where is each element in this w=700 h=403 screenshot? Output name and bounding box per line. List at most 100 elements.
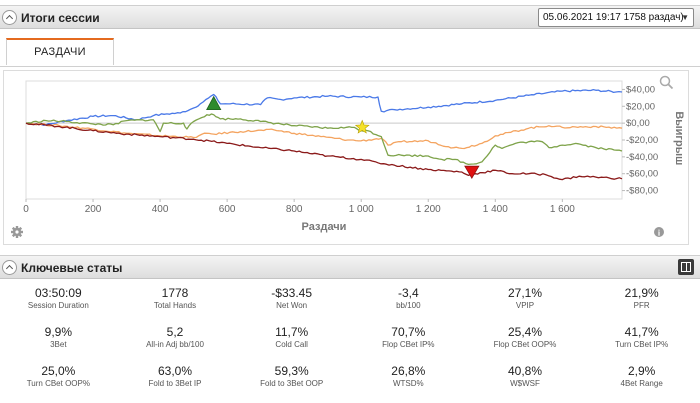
stat-value: 2,9%: [627, 364, 656, 378]
stat-cell: 25,0% Turn CBet OOP%: [0, 364, 117, 403]
tab-bar: РАЗДАЧИ: [0, 38, 700, 66]
stat-value: 63,0%: [157, 364, 192, 378]
x-axis-label: Раздачи: [302, 221, 347, 233]
min-winnings-marker: [464, 165, 480, 179]
stat-cell: -3,4 bb/100: [350, 286, 467, 325]
stat-label: Fold to 3Bet IP: [148, 379, 202, 388]
x-tick-label: 1 000: [349, 204, 374, 215]
magnifier-icon-handle: [667, 83, 674, 90]
stat-cell: 70,7% Flop CBet IP%: [350, 325, 467, 364]
stat-cell: 63,0% Fold to 3Bet IP: [117, 364, 234, 403]
stat-value: 21,9%: [624, 286, 659, 300]
stat-value: 41,7%: [624, 325, 659, 339]
info-icon[interactable]: [654, 227, 664, 237]
y-tick-label: -$20,00: [626, 135, 658, 146]
stat-label: Cold Call: [275, 340, 308, 349]
stat-label: Turn CBet IP%: [615, 340, 669, 349]
stat-value: 59,3%: [274, 364, 309, 378]
gear-icon-hole: [15, 230, 19, 234]
key-stats-header: Ключевые статы: [0, 255, 700, 279]
stat-value: 11,7%: [275, 325, 309, 339]
series-line: [25, 88, 623, 127]
stat-value: 27,1%: [507, 286, 542, 300]
magnifier-icon[interactable]: [659, 75, 671, 87]
y-tick-label: $40,00: [626, 84, 655, 95]
stat-cell: 9,9% 3Bet: [0, 325, 117, 364]
x-tick-label: 200: [85, 204, 102, 215]
stat-value: 1778: [161, 286, 189, 300]
stat-label: Session Duration: [27, 301, 89, 310]
plot-area: [25, 80, 623, 200]
y-axis-label: Выигрыш: [673, 111, 685, 165]
y-tick-label: -$40,00: [626, 152, 658, 163]
stat-cell: 21,9% PFR: [583, 286, 700, 325]
stat-cell: 5,2 All-in Adj bb/100: [117, 325, 234, 364]
stat-value: 25,4%: [507, 325, 542, 339]
stat-label: Net Won: [276, 301, 308, 310]
x-tick-label: 0: [23, 204, 29, 215]
x-tick-label: 1 200: [416, 204, 441, 215]
stat-cell: 2,9% 4Bet Range: [583, 364, 700, 403]
tab-hands[interactable]: РАЗДАЧИ: [6, 38, 114, 65]
y-tick-label: $0,00: [626, 118, 650, 129]
chevron-down-icon: ▼: [681, 13, 689, 22]
stat-value: 70,7%: [391, 325, 426, 339]
session-summary-title: Итоги сессии: [21, 11, 100, 25]
max-winnings-marker: [206, 95, 222, 110]
stat-label: bb/100: [396, 301, 421, 310]
x-tick-label: 1 400: [483, 204, 508, 215]
stat-label: W$WSF: [510, 379, 540, 388]
key-stats-title: Ключевые статы: [21, 261, 123, 275]
stat-value: 25,0%: [41, 364, 76, 378]
y-tick-label: $20,00: [626, 101, 655, 112]
series-line: [25, 122, 623, 181]
info-icon-glyph: i: [658, 229, 661, 238]
collapse-stats-chevron-up-icon[interactable]: [2, 260, 17, 275]
stat-cell: 27,1% VPIP: [467, 286, 584, 325]
stat-value: -$33.45: [271, 286, 312, 300]
stat-label: 3Bet: [50, 340, 67, 349]
series-line: [25, 113, 623, 166]
key-stats-grid: 03:50:09 Session Duration 1778 Total Hands -…: [0, 286, 700, 403]
stat-value: -3,4: [397, 286, 419, 300]
stat-value: 26,8%: [391, 364, 426, 378]
stat-cell: 1778 Total Hands: [117, 286, 234, 325]
x-tick-label: 400: [152, 204, 169, 215]
y-tick-label: -$80,00: [626, 186, 658, 197]
session-select-dropdown[interactable]: 05.06.2021 19:17 1758 раздач) ▼: [538, 8, 694, 27]
stat-label: Flop CBet IP%: [382, 340, 435, 349]
star-marker: [354, 119, 370, 134]
winnings-chart: 0 200 400 600 800 1 000 1 200 1 400 1 600 $40,00 $…: [11, 75, 685, 238]
stat-label: VPIP: [515, 301, 535, 310]
tab-divider: [0, 66, 700, 67]
series-line: [25, 122, 623, 150]
session-select-value: 05.06.2021 19:17 1758 раздач): [543, 12, 684, 23]
stat-label: Fold to 3Bet OOP: [260, 379, 324, 388]
stat-cell: 59,3% Fold to 3Bet OOP: [233, 364, 350, 403]
stat-cell: 41,7% Turn CBet IP%: [583, 325, 700, 364]
stat-label: Total Hands: [153, 301, 197, 310]
y-tick-label: -$60,00: [626, 169, 658, 180]
stat-value: 40,8%: [507, 364, 542, 378]
collapse-session-chevron-up-icon[interactable]: [2, 10, 17, 25]
stat-value: 5,2: [166, 325, 184, 339]
stat-cell: 40,8% W$WSF: [467, 364, 584, 403]
stat-label: Flop CBet OOP%: [493, 340, 557, 349]
x-tick-label: 800: [286, 204, 303, 215]
stat-cell: 26,8% WTSD%: [350, 364, 467, 403]
stat-cell: 03:50:09 Session Duration: [0, 286, 117, 325]
stat-cell: 25,4% Flop CBet OOP%: [467, 325, 584, 364]
stat-label: PFR: [633, 301, 650, 310]
stat-label: Turn CBet OOP%: [26, 379, 90, 388]
split-panel-icon[interactable]: [678, 259, 694, 275]
x-tick-label: 1 600: [550, 204, 575, 215]
session-summary-header: Итоги сессии 05.06.2021 19:17 1758 разда…: [0, 5, 700, 29]
stat-value: 03:50:09: [34, 286, 82, 300]
stat-value: 9,9%: [44, 325, 72, 339]
stat-label: WTSD%: [392, 379, 424, 388]
hands-chart-panel: 0 200 400 600 800 1 000 1 200 1 400 1 600 $40,00 $…: [3, 70, 689, 245]
stat-cell: -$33.45 Net Won: [233, 286, 350, 325]
stat-cell: 11,7% Cold Call: [233, 325, 350, 364]
stat-label: 4Bet Range: [620, 379, 663, 388]
stat-label: All-in Adj bb/100: [146, 340, 204, 349]
